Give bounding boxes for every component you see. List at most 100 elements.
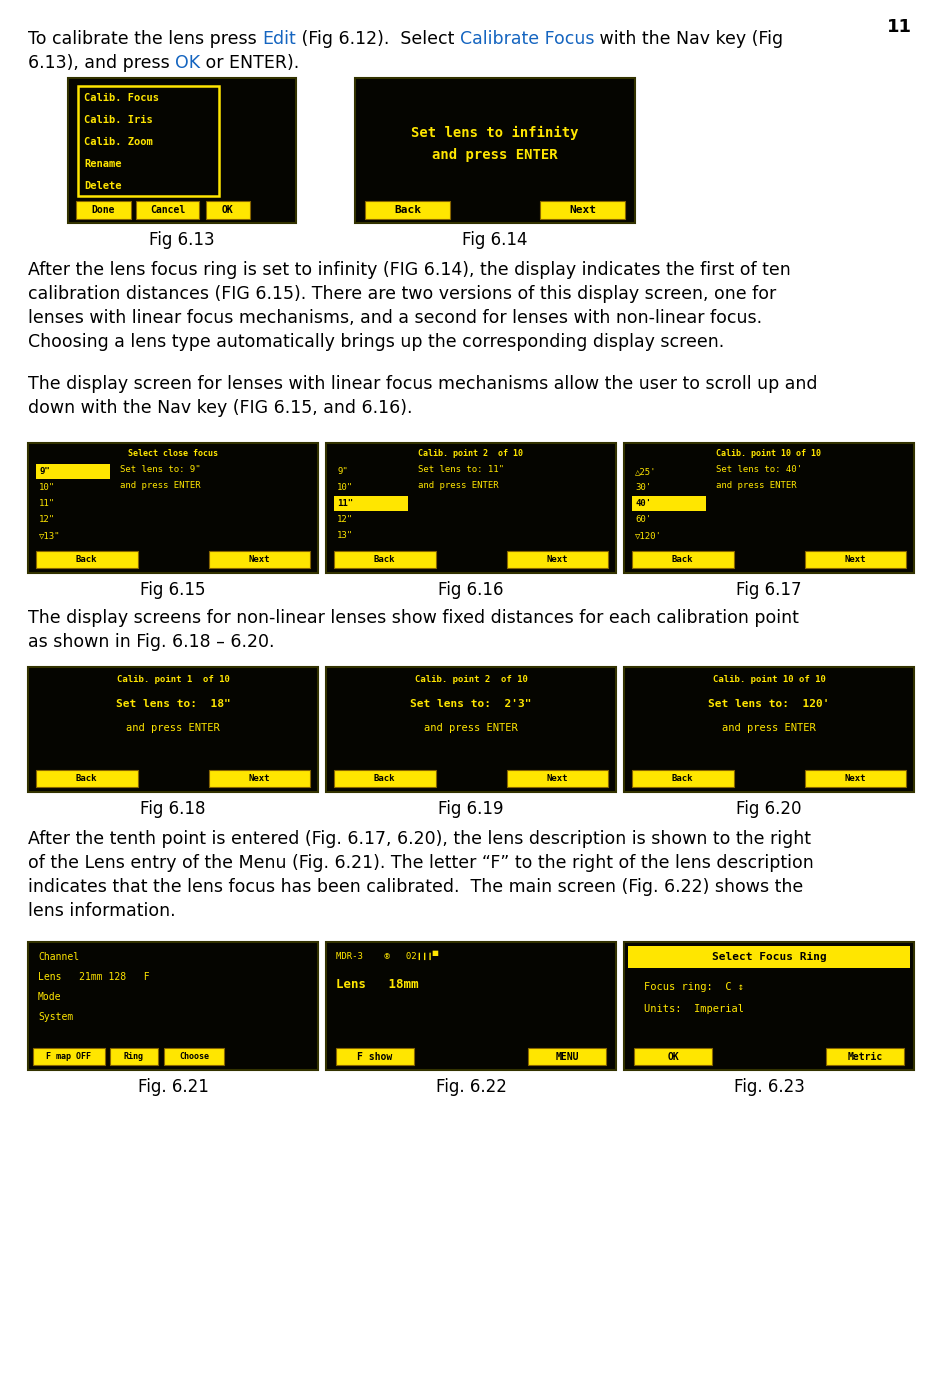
Text: 11": 11" bbox=[39, 500, 56, 508]
Text: calibration distances (FIG 6.15). There are two versions of this display screen,: calibration distances (FIG 6.15). There … bbox=[28, 285, 776, 303]
Bar bbox=[326, 667, 616, 792]
Text: 12": 12" bbox=[39, 515, 56, 525]
Text: Calib. point 10 of 10: Calib. point 10 of 10 bbox=[717, 450, 821, 458]
Text: Fig 6.18: Fig 6.18 bbox=[140, 800, 205, 818]
Text: The display screens for non‑linear lenses show fixed distances for each calibrat: The display screens for non‑linear lense… bbox=[28, 609, 799, 627]
Text: Calib. point 10 of 10: Calib. point 10 of 10 bbox=[712, 676, 825, 684]
Text: (Fig 6.12).  Select: (Fig 6.12). Select bbox=[296, 29, 460, 47]
Text: Metric: Metric bbox=[848, 1051, 883, 1061]
Bar bbox=[632, 771, 734, 787]
Text: Done: Done bbox=[91, 205, 115, 215]
Text: Lens   21mm 128   F: Lens 21mm 128 F bbox=[38, 972, 150, 981]
Text: 30': 30' bbox=[635, 483, 651, 493]
Text: Cancel: Cancel bbox=[150, 205, 186, 215]
Text: Set lens to:  2'3": Set lens to: 2'3" bbox=[411, 699, 531, 709]
Text: Next: Next bbox=[569, 205, 596, 215]
Bar bbox=[136, 201, 199, 219]
Text: Next: Next bbox=[844, 773, 866, 783]
Text: Lens   18mm: Lens 18mm bbox=[336, 979, 418, 991]
Bar bbox=[628, 946, 910, 967]
Text: 13": 13" bbox=[337, 532, 353, 540]
Text: Mode: Mode bbox=[38, 993, 61, 1002]
Text: Units:  Imperial: Units: Imperial bbox=[644, 1004, 744, 1013]
Text: Next: Next bbox=[546, 556, 568, 564]
Text: Calib. point 1  of 10: Calib. point 1 of 10 bbox=[117, 676, 230, 684]
Text: Fig 6.16: Fig 6.16 bbox=[438, 581, 504, 599]
Bar bbox=[76, 201, 131, 219]
Text: 10": 10" bbox=[39, 483, 56, 493]
Text: Calib. point 2  of 10: Calib. point 2 of 10 bbox=[414, 676, 528, 684]
Text: Fig 6.15: Fig 6.15 bbox=[140, 581, 205, 599]
Bar bbox=[355, 78, 635, 223]
Bar bbox=[36, 463, 110, 479]
Text: lens information.: lens information. bbox=[28, 902, 175, 920]
Text: △25': △25' bbox=[635, 468, 657, 476]
Bar bbox=[804, 551, 906, 568]
Bar bbox=[208, 771, 310, 787]
Text: MENU: MENU bbox=[555, 1051, 578, 1061]
Text: Next: Next bbox=[546, 773, 568, 783]
Bar bbox=[164, 1048, 224, 1065]
Bar bbox=[33, 1048, 105, 1065]
Text: indicates that the lens focus has been calibrated.  The main screen (Fig. 6.22) : indicates that the lens focus has been c… bbox=[28, 878, 804, 896]
Text: Channel: Channel bbox=[38, 952, 79, 962]
Text: To calibrate the lens press: To calibrate the lens press bbox=[28, 29, 262, 47]
Bar bbox=[632, 496, 706, 511]
Text: Back: Back bbox=[672, 773, 693, 783]
Bar bbox=[336, 1048, 414, 1065]
Text: ▽13": ▽13" bbox=[39, 532, 60, 540]
Text: and press ENTER: and press ENTER bbox=[418, 482, 499, 490]
Bar bbox=[208, 551, 310, 568]
Text: Back: Back bbox=[374, 773, 396, 783]
Text: F show: F show bbox=[357, 1051, 393, 1061]
Text: The display screen for lenses with linear focus mechanisms allow the user to scr: The display screen for lenses with linea… bbox=[28, 376, 818, 394]
Text: Delete: Delete bbox=[84, 180, 122, 191]
Text: OK: OK bbox=[667, 1051, 679, 1061]
Text: Fig 6.13: Fig 6.13 bbox=[149, 230, 215, 248]
Text: F map OFF: F map OFF bbox=[46, 1053, 91, 1061]
Text: Ring: Ring bbox=[124, 1053, 144, 1061]
Text: Calib. point 2  of 10: Calib. point 2 of 10 bbox=[418, 450, 524, 458]
Text: Select Focus Ring: Select Focus Ring bbox=[711, 952, 826, 962]
Text: Rename: Rename bbox=[84, 159, 122, 169]
Text: MDR-3    ®   02❙❙❙▀: MDR-3 ® 02❙❙❙▀ bbox=[336, 952, 438, 962]
Text: Back: Back bbox=[672, 556, 693, 564]
Text: Set lens to: 9": Set lens to: 9" bbox=[121, 465, 201, 475]
Text: and press ENTER: and press ENTER bbox=[716, 482, 797, 490]
Text: Set lens to: 11": Set lens to: 11" bbox=[418, 465, 504, 475]
Text: Choose: Choose bbox=[179, 1053, 209, 1061]
Bar bbox=[36, 771, 138, 787]
Text: Set lens to: 40': Set lens to: 40' bbox=[716, 465, 803, 475]
Text: Back: Back bbox=[76, 556, 98, 564]
Text: Back: Back bbox=[76, 773, 98, 783]
Text: Focus ring:  C ↕: Focus ring: C ↕ bbox=[644, 981, 744, 993]
Bar bbox=[624, 942, 914, 1069]
Text: lenses with linear focus mechanisms, and a second for lenses with non‑linear foc: lenses with linear focus mechanisms, and… bbox=[28, 309, 762, 327]
Text: Fig 6.14: Fig 6.14 bbox=[463, 230, 528, 248]
Text: Calib. Zoom: Calib. Zoom bbox=[84, 137, 153, 147]
Bar bbox=[28, 667, 318, 792]
Bar bbox=[365, 201, 450, 219]
Bar bbox=[78, 87, 219, 195]
Bar bbox=[334, 551, 435, 568]
Bar bbox=[334, 496, 408, 511]
Text: ▽120': ▽120' bbox=[635, 532, 662, 540]
Text: or ENTER).: or ENTER). bbox=[201, 54, 300, 73]
Bar bbox=[326, 942, 616, 1069]
Text: Set lens to infinity: Set lens to infinity bbox=[412, 126, 578, 140]
Text: Next: Next bbox=[249, 773, 270, 783]
Text: OK: OK bbox=[222, 205, 234, 215]
Bar bbox=[68, 78, 296, 223]
Bar bbox=[36, 551, 138, 568]
Text: Fig 6.19: Fig 6.19 bbox=[438, 800, 504, 818]
Text: Calib. Focus: Calib. Focus bbox=[84, 92, 159, 102]
Text: 12": 12" bbox=[337, 515, 353, 525]
Text: 60': 60' bbox=[635, 515, 651, 525]
Text: Select close focus: Select close focus bbox=[128, 450, 218, 458]
Text: 11": 11" bbox=[337, 500, 353, 508]
Text: Fig. 6.22: Fig. 6.22 bbox=[435, 1078, 507, 1096]
Bar bbox=[110, 1048, 158, 1065]
Text: Fig. 6.21: Fig. 6.21 bbox=[138, 1078, 208, 1096]
Bar bbox=[326, 443, 616, 572]
Text: After the lens focus ring is set to infinity (FIG 6.14), the display indicates t: After the lens focus ring is set to infi… bbox=[28, 261, 790, 279]
